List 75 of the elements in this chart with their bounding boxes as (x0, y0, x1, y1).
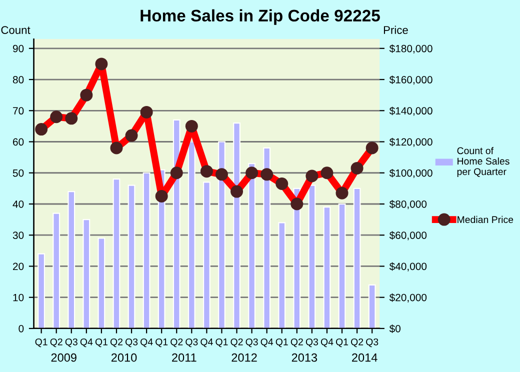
bar (142, 172, 150, 328)
text: 2014 (352, 353, 378, 362)
y2-tick-label: $180,000 (389, 44, 432, 54)
y-tick-label: 10 (13, 294, 24, 302)
bar (112, 178, 120, 328)
y-tick-label: 30 (12, 232, 24, 239)
y2-axis-title: Price (384, 26, 408, 34)
y-axis-title: Count (1, 26, 30, 34)
bar (188, 141, 196, 328)
x-tick-label: Q1 (95, 338, 108, 348)
x-tick-label: Q3 (126, 338, 138, 348)
y-tick-label: 40 (12, 200, 24, 208)
x-tick-label: Q2 (230, 338, 243, 348)
bar (128, 184, 136, 328)
x-tick-label: Q1 (336, 338, 348, 348)
x-tick-label: Q4 (260, 338, 274, 348)
bar (323, 206, 331, 328)
text: 2012 (232, 353, 257, 362)
y-tick-label: 0 (18, 324, 24, 332)
x-tick-label: Q3 (366, 338, 378, 348)
x-tick-label: Q2 (50, 338, 62, 348)
bar (202, 182, 210, 328)
bar (248, 162, 256, 328)
text: 2013 (292, 353, 318, 362)
bar (338, 203, 346, 328)
bar (38, 253, 46, 328)
x-tick-label: Q3 (186, 338, 198, 348)
x-tick-label: Q2 (290, 338, 303, 348)
text: 2009 (51, 353, 76, 362)
text: 2010 (111, 353, 137, 362)
x-tick-label: Q4 (80, 338, 93, 348)
x-tick-label: Q3 (246, 338, 258, 348)
bar (82, 219, 90, 328)
y-tick-label: 50 (12, 169, 24, 177)
x-tick-label: Q1 (276, 338, 288, 348)
bar (233, 122, 240, 328)
x-tick-label: Q4 (140, 338, 153, 348)
bar (368, 284, 376, 328)
chart-title: Home Sales in Zip Code 92225 (140, 9, 380, 25)
legend-label: Count of Home Sales per Quarter (457, 147, 510, 178)
x-tick-label: Q4 (320, 338, 334, 348)
bar (263, 147, 271, 328)
x-tick-label: Q2 (351, 338, 364, 348)
x-tick-label: Q1 (156, 338, 168, 348)
x-tick-label: Q3 (65, 338, 78, 348)
y-tick-label: 70 (13, 107, 24, 115)
text: 2011 (172, 353, 196, 362)
bar (218, 141, 226, 328)
bar (172, 119, 180, 328)
y2-tick-label: $40,000 (389, 262, 427, 272)
y2-tick-label: $60,000 (389, 231, 427, 240)
x-tick-label: Q2 (170, 338, 183, 348)
y-tick-label: 90 (12, 44, 24, 52)
y2-tick-label: $0 (389, 324, 400, 333)
x-tick-label: Q1 (35, 338, 48, 348)
y2-tick-label: $120,000 (389, 138, 432, 147)
bar (52, 212, 60, 328)
y-tick-label: 80 (12, 76, 24, 84)
x-tick-label: Q1 (216, 338, 228, 348)
bar (68, 190, 76, 328)
bar (353, 188, 361, 328)
y2-tick-label: $160,000 (389, 76, 432, 85)
y2-tick-label: $80,000 (389, 200, 427, 210)
y-tick-label: 20 (13, 262, 24, 270)
x-tick-label: Q2 (110, 338, 122, 348)
y2-tick-label: $20,000 (389, 293, 427, 302)
y2-tick-label: $140,000 (389, 106, 432, 116)
legend-label: Median Price (458, 216, 514, 224)
bar (308, 184, 316, 328)
y2-tick-label: $100,000 (389, 168, 432, 178)
x-tick-label: Q4 (200, 338, 213, 348)
bar (278, 222, 286, 328)
x-tick-label: Q3 (306, 338, 318, 348)
y-tick-label: 60 (13, 138, 24, 146)
bar (98, 238, 106, 328)
